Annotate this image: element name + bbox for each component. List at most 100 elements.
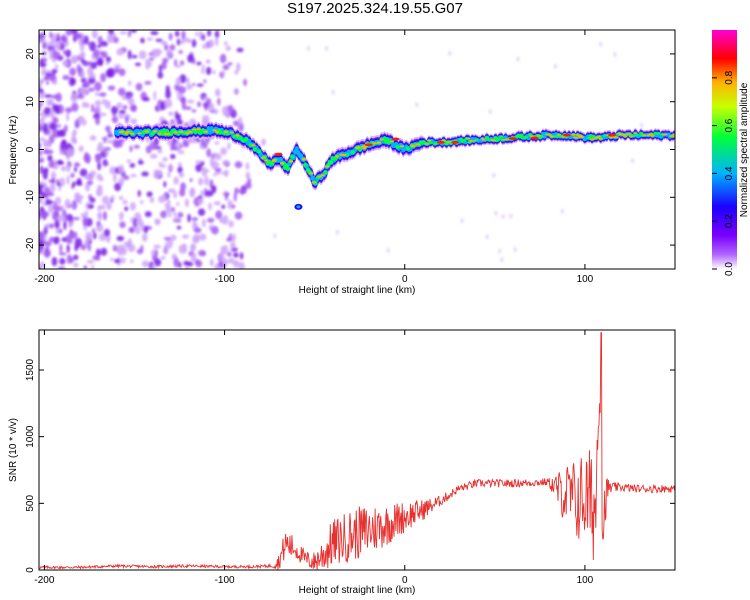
noise-dot — [43, 106, 52, 115]
noise-dot — [130, 216, 134, 224]
noise-dot — [89, 135, 97, 141]
noise-dot — [163, 244, 169, 255]
noise-dot — [158, 64, 163, 73]
noise-dot — [560, 208, 564, 214]
ridge-dot — [578, 135, 583, 137]
noise-dot — [50, 171, 57, 181]
noise-dot — [190, 258, 199, 262]
noise-dot — [189, 178, 193, 183]
noise-dot — [234, 69, 239, 75]
noise-dot — [233, 252, 239, 258]
noise-dot — [238, 261, 245, 269]
noise-dot — [553, 63, 557, 69]
ridge-peak — [364, 143, 373, 147]
noise-dot — [71, 181, 76, 188]
ridge-dot — [251, 144, 256, 147]
noise-dot — [155, 38, 163, 42]
noise-dot — [191, 39, 197, 48]
noise-dot — [42, 233, 47, 242]
ridge-dot — [179, 130, 184, 133]
ridge-dot — [229, 131, 234, 134]
snr-frame — [38, 329, 676, 571]
noise-dot — [160, 256, 166, 260]
noise-dot — [65, 107, 73, 113]
noise-dot — [223, 41, 228, 46]
noise-dot — [236, 62, 241, 72]
noise-dot — [139, 200, 144, 205]
noise-dot — [128, 80, 132, 87]
noise-dot — [174, 30, 180, 37]
noise-dot — [207, 30, 212, 37]
ridge-dot — [411, 145, 416, 148]
noise-dot — [143, 225, 149, 234]
noise-dot — [48, 134, 55, 144]
y-tick-label: 1500 — [25, 358, 36, 381]
ridge-dot — [491, 139, 497, 142]
noise-dot — [136, 248, 144, 255]
noise-dot — [130, 173, 137, 178]
noise-dot — [92, 48, 100, 58]
ridge-dot — [519, 133, 524, 137]
noise-dot — [58, 228, 63, 234]
x-tick-label: -200 — [34, 274, 54, 285]
noise-dot — [91, 103, 95, 113]
ridge-peak — [607, 133, 616, 137]
ridge-dot — [192, 128, 197, 131]
noise-dot — [209, 157, 215, 168]
ridge-dot — [272, 159, 278, 162]
noise-dot — [122, 175, 130, 181]
noise-dot — [62, 49, 67, 55]
noise-dot — [211, 226, 219, 235]
noise-dot — [81, 101, 88, 108]
ridge-dot — [465, 137, 471, 140]
noise-dot — [99, 112, 107, 117]
noise-dot — [40, 242, 44, 250]
ridge-dot — [344, 152, 350, 157]
noise-dot — [103, 136, 107, 144]
noise-dot — [214, 88, 221, 97]
noise-dot — [144, 81, 152, 85]
noise-dot — [165, 207, 170, 213]
noise-dot — [173, 216, 180, 223]
ridge-dot — [290, 154, 295, 159]
noise-dot — [208, 102, 215, 113]
noise-dot — [43, 167, 49, 174]
noise-dot — [72, 129, 78, 134]
noise-dot — [90, 265, 95, 269]
noise-dot — [56, 124, 61, 128]
noise-dot — [215, 37, 219, 47]
noise-dot — [152, 49, 158, 58]
ridge-dot — [608, 136, 614, 139]
noise-dot — [195, 260, 203, 268]
ridge-dot — [323, 170, 328, 175]
noise-dot — [131, 54, 138, 59]
noise-dot — [133, 226, 139, 230]
noise-dot — [77, 33, 82, 39]
noise-dot — [159, 101, 165, 111]
noise-dot — [56, 159, 64, 165]
x-tick-label: 0 — [402, 274, 408, 285]
noise-dot — [137, 161, 145, 165]
noise-dot — [118, 177, 125, 186]
noise-dot — [234, 161, 243, 169]
noise-dot — [118, 195, 124, 201]
noise-dot — [169, 44, 176, 51]
ridge-dot — [218, 130, 223, 135]
noise-dot — [161, 61, 167, 70]
noise-dot — [153, 90, 157, 101]
noise-dot — [165, 85, 170, 93]
noise-dot — [233, 191, 237, 202]
noise-dot — [52, 51, 61, 60]
noise-dot — [231, 204, 236, 209]
noise-dot — [94, 92, 100, 96]
noise-dot — [146, 191, 153, 198]
noise-dot — [173, 176, 179, 185]
noise-dot — [158, 50, 163, 54]
noise-dot — [166, 199, 171, 206]
noise-dot — [214, 30, 220, 39]
y-tick-label: 10 — [25, 96, 36, 108]
noise-dot — [91, 30, 98, 39]
noise-dot — [214, 141, 220, 145]
noise-dot — [217, 97, 221, 106]
noise-dot — [84, 239, 90, 249]
